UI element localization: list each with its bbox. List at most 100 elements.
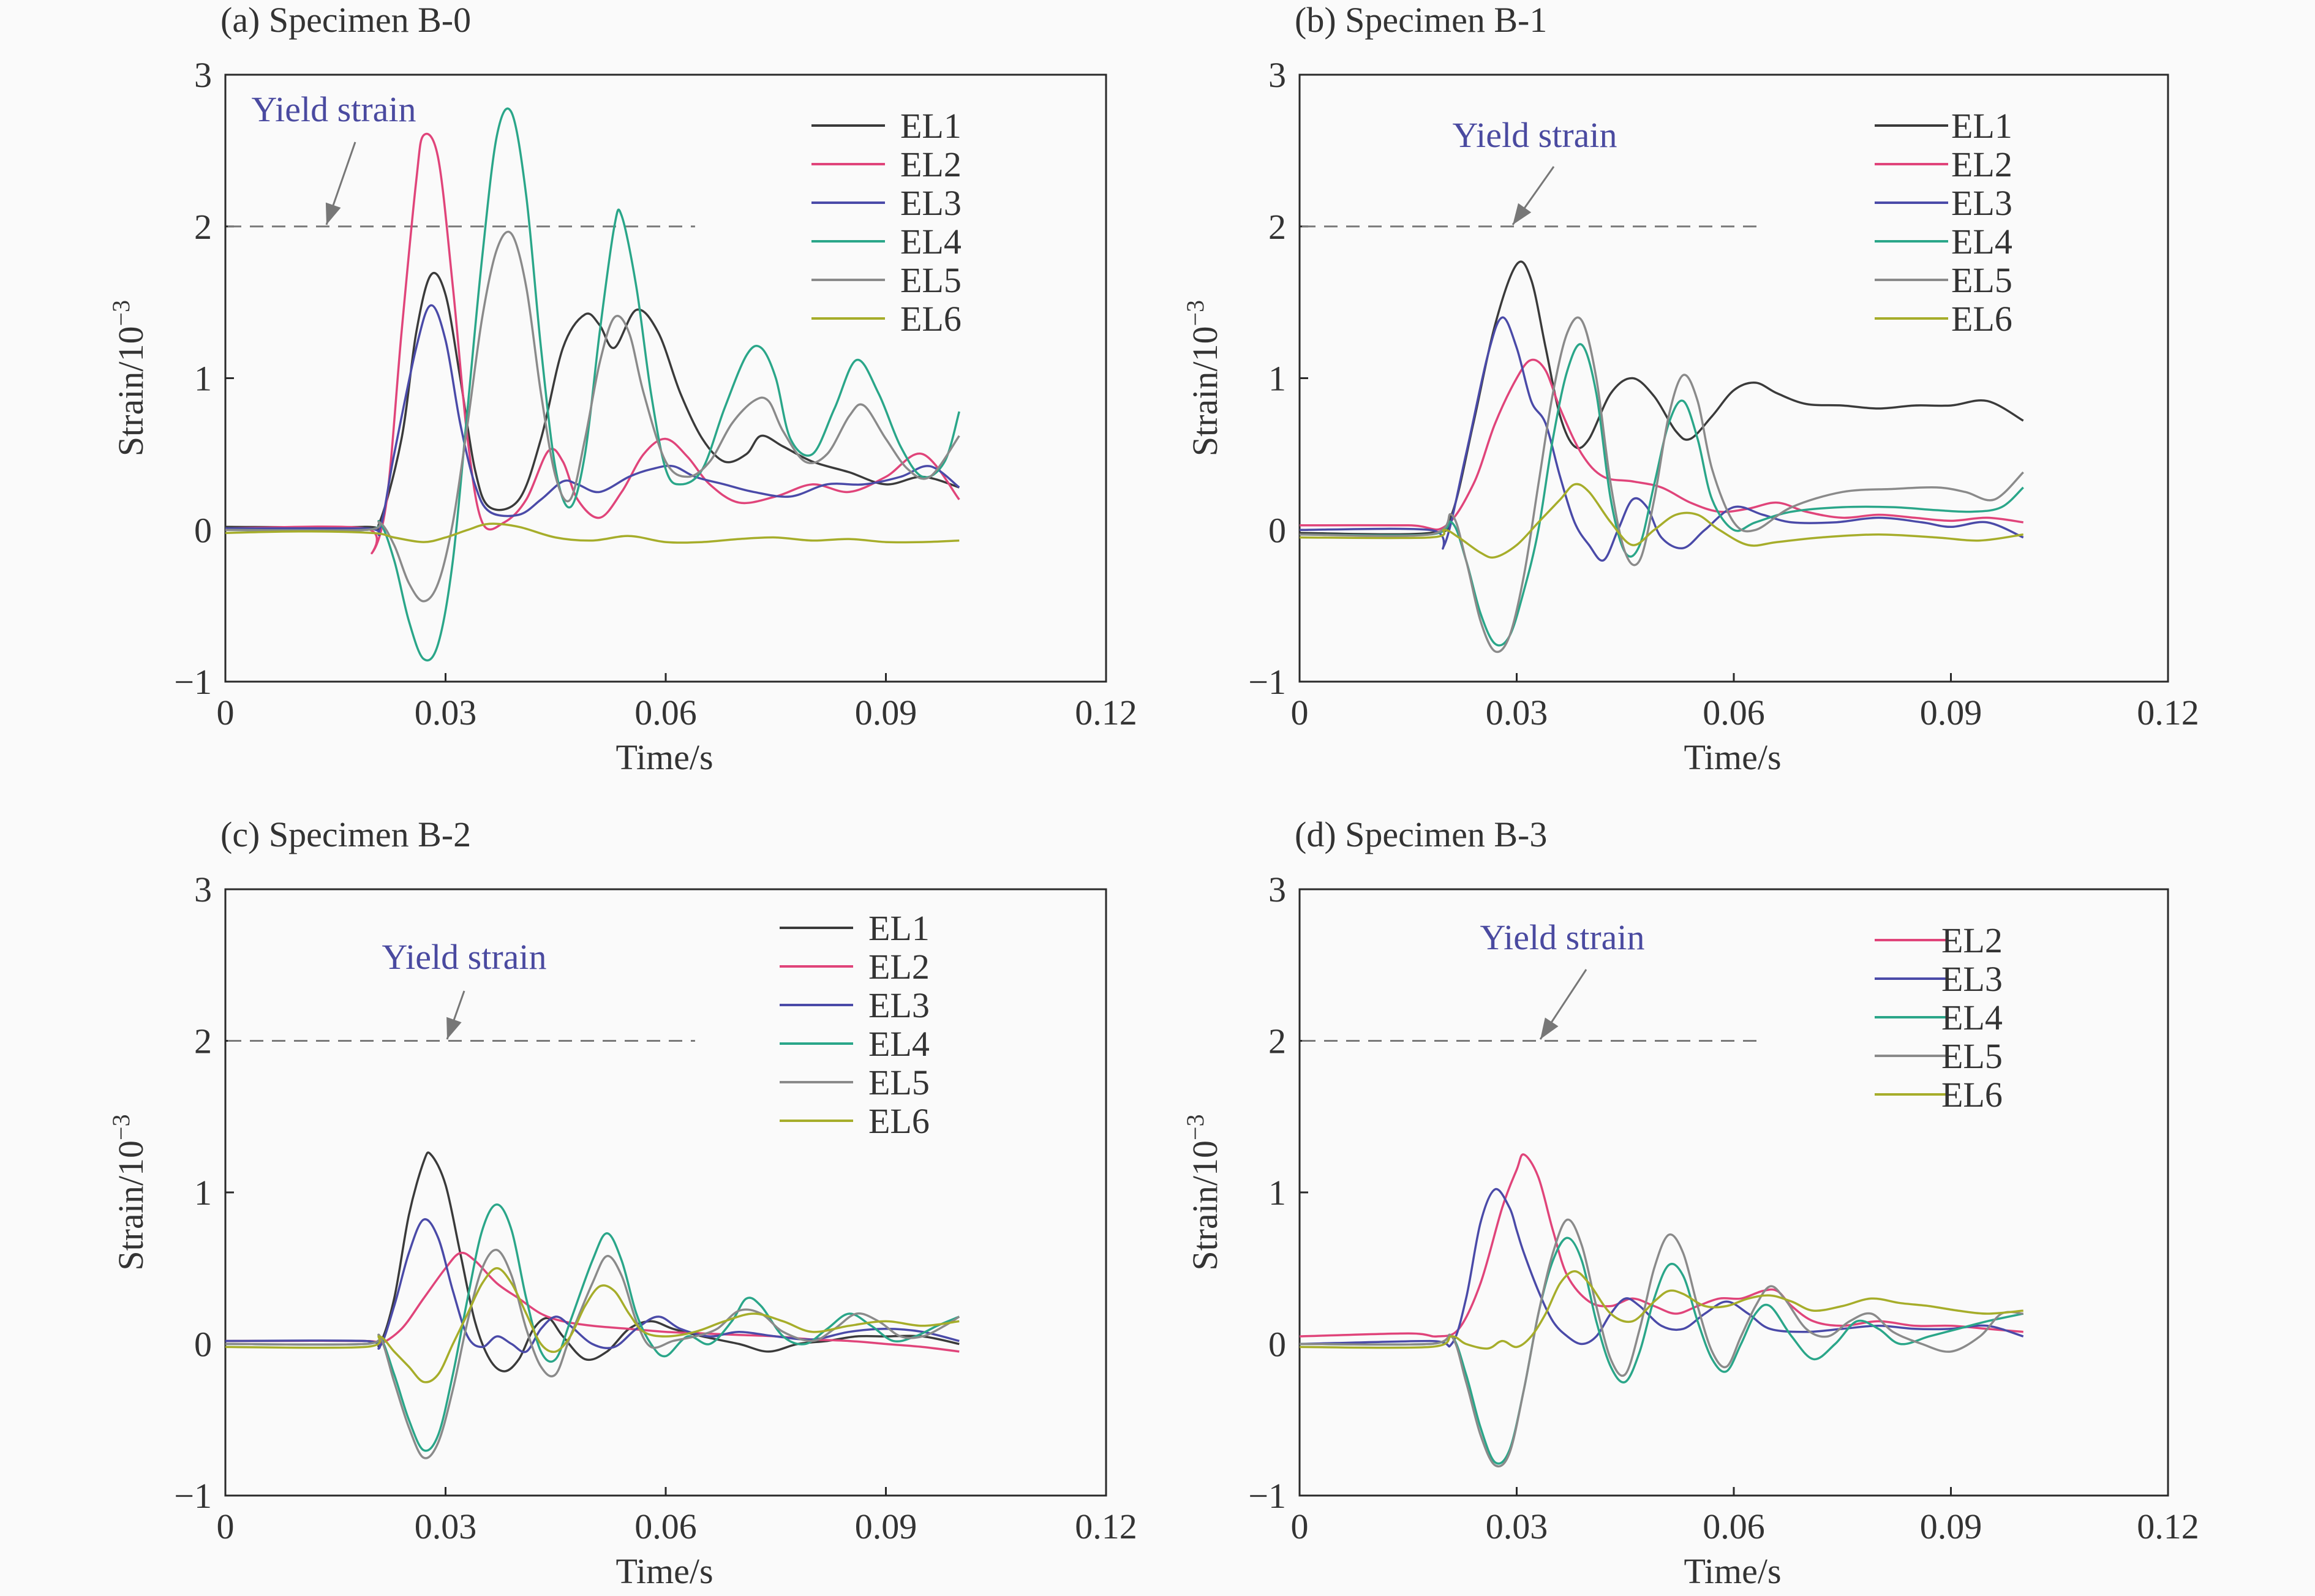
- x-tick-label: 0.06: [1703, 693, 1765, 732]
- y-axis-label: Strain/10−3: [107, 300, 151, 456]
- x-axis-label: Time/s: [615, 737, 713, 777]
- series-line-el3: [225, 1218, 960, 1353]
- series-line-el4: [225, 107, 960, 662]
- x-axis-label: Time/s: [615, 1551, 713, 1591]
- series-line-el3: [1300, 1188, 2024, 1348]
- legend-label-el4: EL4: [1941, 998, 2003, 1037]
- series-group: [1300, 1153, 2024, 1468]
- series-line-el3: [225, 304, 960, 536]
- x-tick-label: 0.03: [1486, 1507, 1548, 1546]
- x-tick-label: 0.09: [1920, 1507, 1982, 1546]
- x-tick-label: 0.09: [855, 1507, 917, 1546]
- legend-label-el6: EL6: [1941, 1075, 2003, 1115]
- y-tick-label: 0: [1268, 1325, 1286, 1365]
- panel-title: (c) Specimen B-2: [220, 815, 471, 854]
- x-tick-label: 0: [217, 1507, 235, 1546]
- legend-label-el6: EL6: [1951, 299, 2012, 339]
- series-group: [225, 107, 960, 662]
- x-tick-label: 0: [217, 693, 235, 732]
- legend-label-el2: EL2: [1941, 920, 2003, 960]
- y-axis-label: Strain/10−3: [1181, 300, 1225, 456]
- series-group: [225, 1151, 960, 1459]
- y-tick-label: 0: [194, 1325, 212, 1365]
- y-tick-label: −1: [1248, 1476, 1286, 1516]
- series-line-el6: [1300, 1270, 2023, 1350]
- y-tick-label: −1: [1248, 662, 1286, 702]
- x-tick-label: 0.03: [415, 693, 477, 732]
- x-tick-label: 0.12: [1075, 693, 1137, 732]
- y-tick-label: 1: [194, 359, 212, 399]
- series-line-el4: [1300, 343, 2024, 647]
- legend-label-el3: EL3: [1951, 183, 2012, 223]
- y-tick-label: 2: [1268, 207, 1286, 247]
- series-line-el5: [225, 230, 960, 603]
- series-line-el1: [225, 1151, 960, 1372]
- y-tick-label: 3: [1268, 870, 1286, 909]
- legend-label-el5: EL5: [1941, 1036, 2003, 1076]
- y-tick-label: 0: [1268, 510, 1286, 550]
- x-tick-label: 0.06: [634, 693, 697, 732]
- panel-title: (b) Specimen B-1: [1295, 0, 1547, 40]
- annotation-arrow-head: [1513, 203, 1532, 225]
- legend-label-el2: EL2: [1951, 145, 2012, 184]
- y-axis-label-exponent: −3: [107, 300, 135, 326]
- legend-label-el3: EL3: [900, 183, 962, 223]
- y-tick-label: 0: [194, 510, 212, 550]
- y-tick-label: 3: [194, 870, 212, 909]
- series-line-el3: [1300, 316, 2024, 562]
- y-tick-label: 3: [194, 55, 212, 95]
- series-line-el4: [225, 1203, 960, 1452]
- legend-label-el1: EL1: [900, 106, 962, 146]
- series-line-el5: [1300, 1218, 2023, 1468]
- legend-label-el4: EL4: [868, 1024, 930, 1064]
- y-tick-label: 1: [1268, 359, 1286, 399]
- series-line-el2: [1300, 358, 2023, 531]
- y-tick-label: 3: [1268, 55, 1286, 95]
- y-tick-label: −1: [174, 1476, 212, 1516]
- y-axis-label: Strain/10−3: [1181, 1114, 1225, 1270]
- x-tick-label: 0.06: [634, 1507, 697, 1546]
- legend-label-el3: EL3: [1941, 959, 2003, 999]
- yield-strain-label: Yield strain: [251, 89, 416, 129]
- x-tick-label: 0.12: [2137, 693, 2199, 732]
- x-tick-label: 0.06: [1703, 1507, 1765, 1546]
- chart-panel-1: (a) Specimen B-00 0.03 0.06 0.09 0.12−10123T…: [107, 0, 1137, 777]
- x-tick-label: 0.09: [855, 693, 917, 732]
- x-axis-label: Time/s: [1684, 1551, 1781, 1591]
- series-group: [1300, 260, 2024, 653]
- y-tick-label: 2: [194, 207, 212, 247]
- y-tick-label: 2: [194, 1022, 212, 1061]
- x-tick-label: 0.03: [1486, 693, 1548, 732]
- legend-label-el4: EL4: [900, 222, 962, 262]
- series-line-el6: [225, 522, 960, 544]
- yield-strain-label: Yield strain: [1452, 115, 1617, 155]
- y-axis-label: Strain/10−3: [107, 1114, 151, 1270]
- yield-strain-label: Yield strain: [1480, 917, 1644, 957]
- chart-panel-4: (d) Specimen B-30 0.03 0.06 0.09 0.12−10123T…: [1181, 815, 2199, 1591]
- panel-title: (a) Specimen B-0: [220, 0, 471, 40]
- x-tick-label: 0: [1291, 693, 1309, 732]
- legend-label-el1: EL1: [1951, 106, 2012, 146]
- y-axis-label-exponent: −3: [1181, 300, 1209, 326]
- legend-label-el6: EL6: [900, 299, 962, 339]
- yield-strain-label: Yield strain: [382, 937, 546, 977]
- x-tick-label: 0: [1291, 1507, 1309, 1546]
- x-tick-label: 0.09: [1920, 693, 1982, 732]
- x-tick-label: 0.12: [1075, 1507, 1137, 1546]
- legend-label-el5: EL5: [900, 260, 962, 300]
- legend-label-el2: EL2: [900, 145, 962, 184]
- y-tick-label: 1: [194, 1173, 212, 1213]
- annotation-arrow-head: [446, 1017, 462, 1039]
- y-axis-label-base: Strain/10: [111, 326, 151, 456]
- annotation-arrow-head: [325, 202, 341, 225]
- legend-label-el6: EL6: [868, 1101, 930, 1141]
- legend-label-el3: EL3: [868, 985, 930, 1025]
- legend-label-el1: EL1: [868, 908, 930, 948]
- x-axis-label: Time/s: [1684, 737, 1781, 777]
- y-axis-label-base: Strain/10: [111, 1140, 151, 1271]
- annotation-arrow-head: [1540, 1017, 1559, 1039]
- y-tick-label: 1: [1268, 1173, 1286, 1213]
- legend-label-el5: EL5: [1951, 260, 2012, 300]
- x-tick-label: 0.03: [415, 1507, 477, 1546]
